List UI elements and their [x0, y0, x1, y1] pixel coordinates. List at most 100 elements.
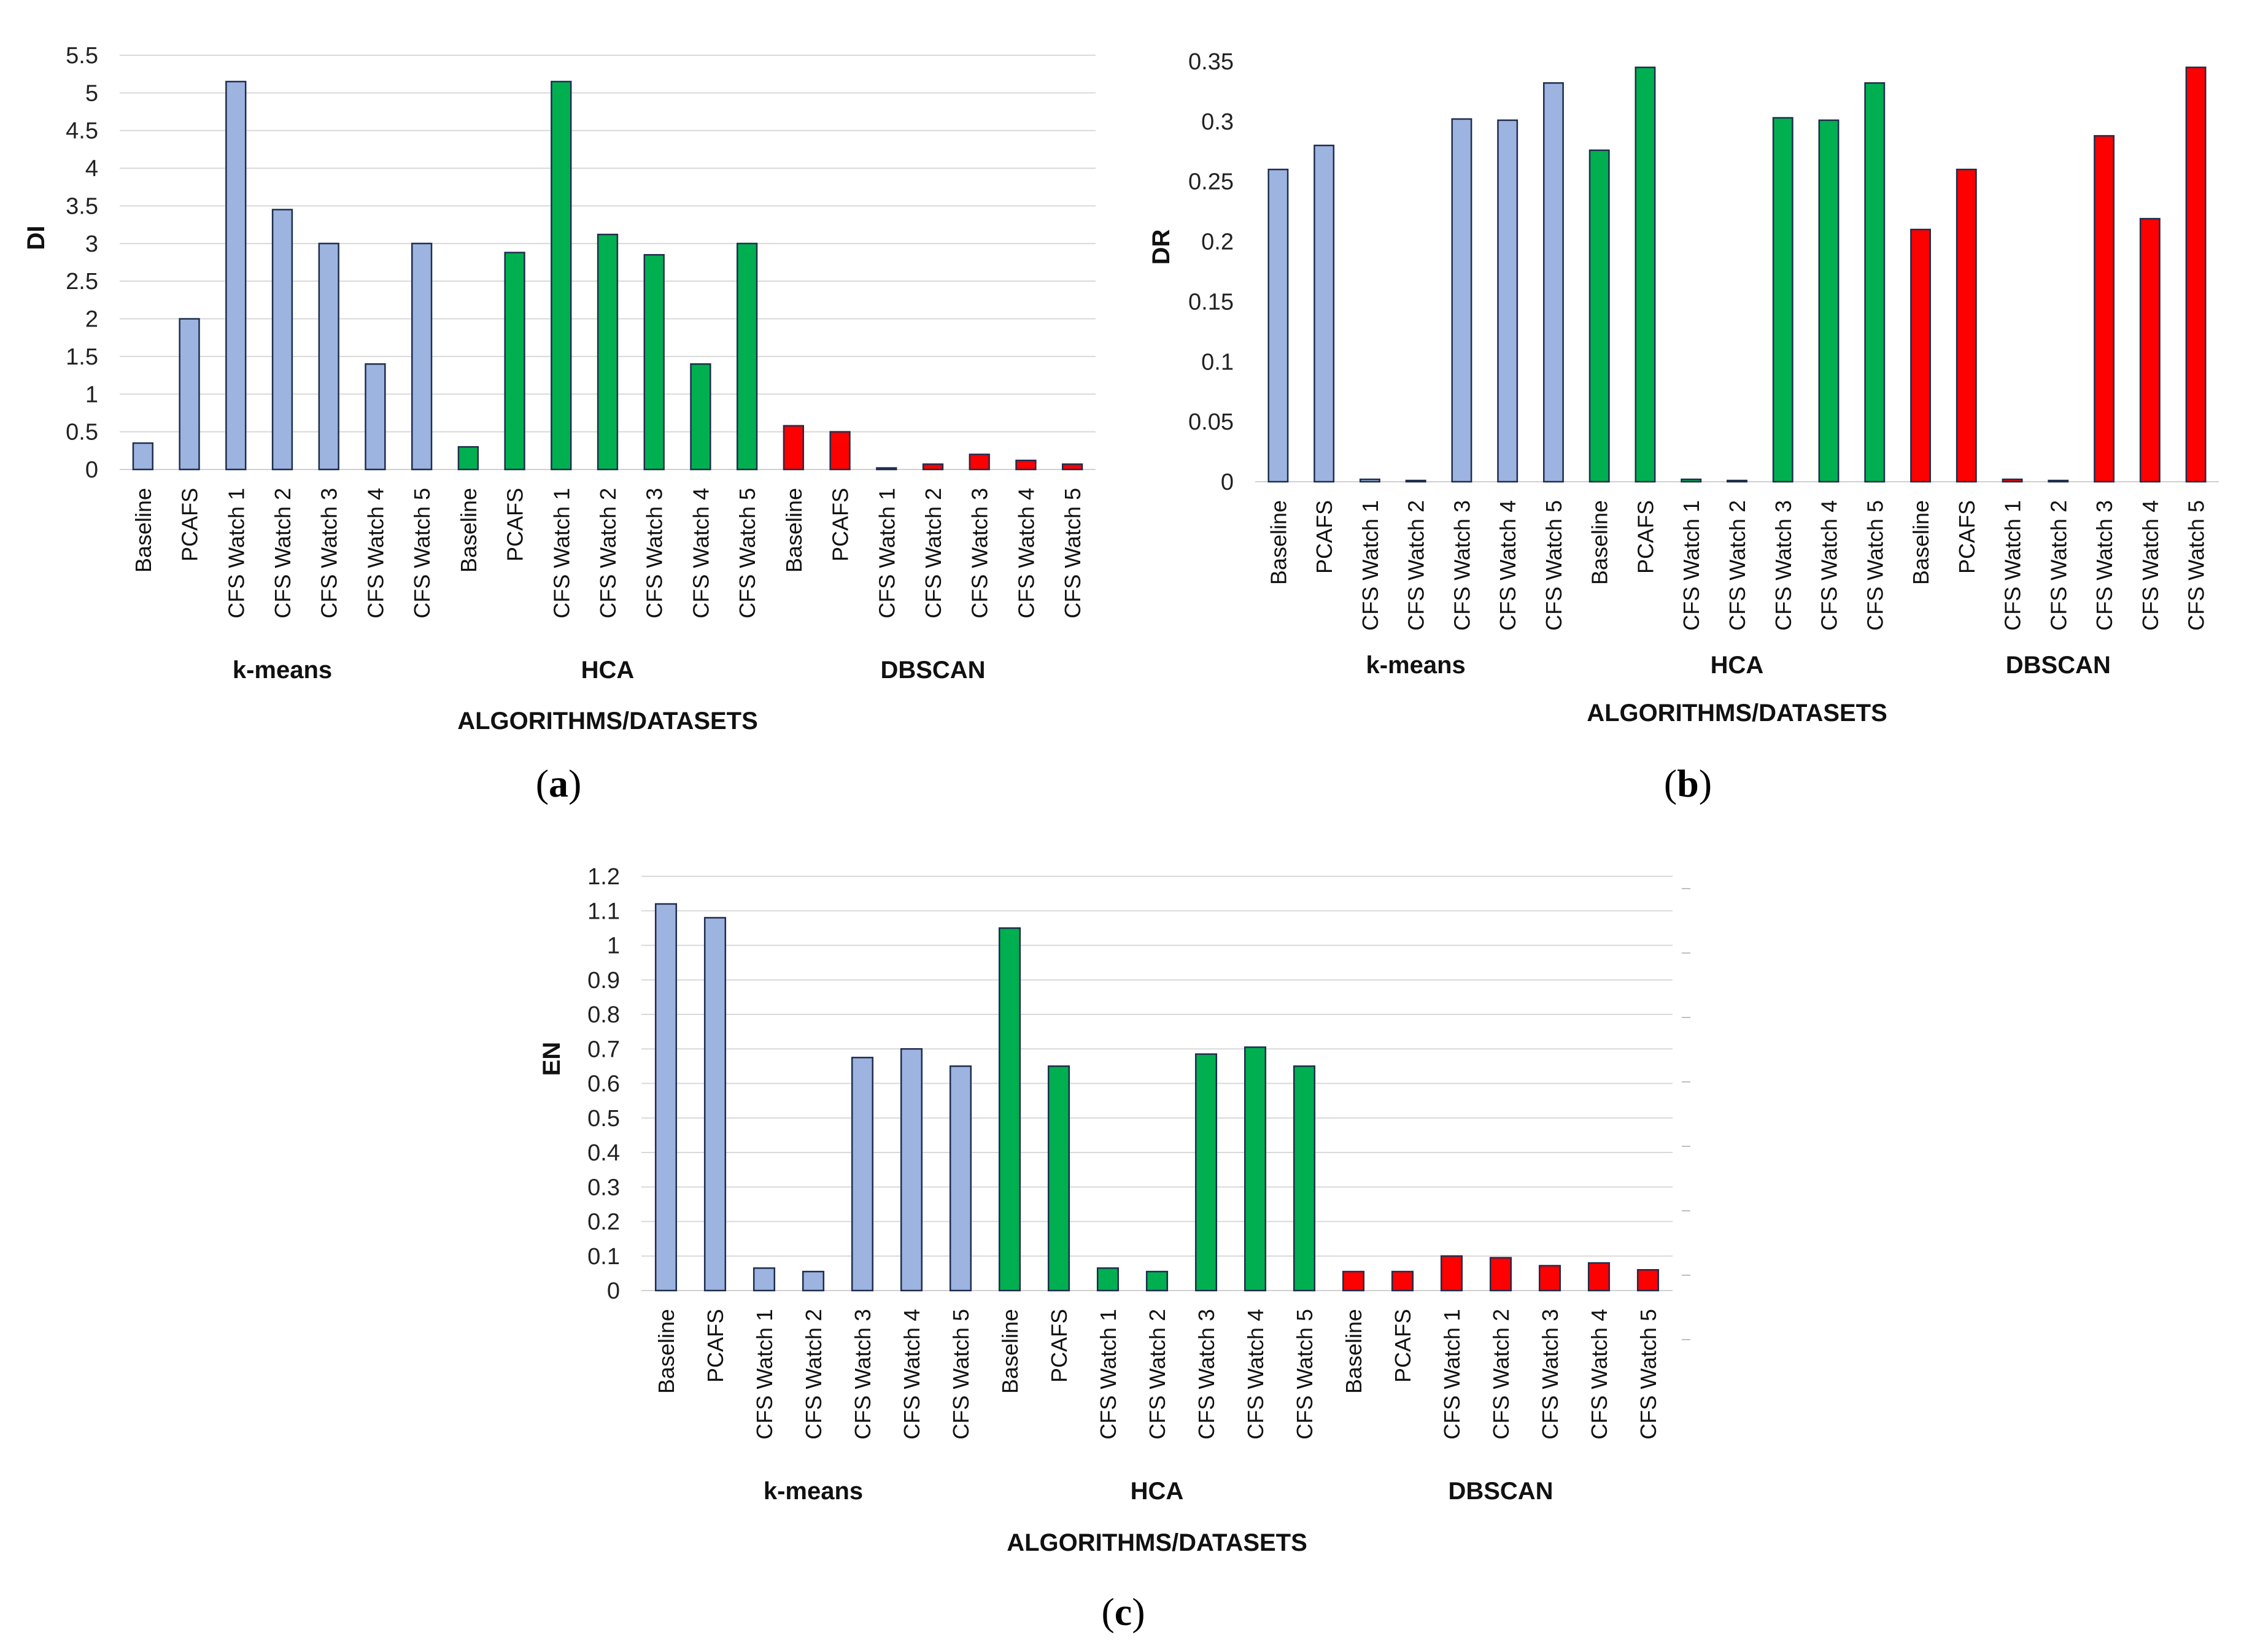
- bar: [1772, 117, 1793, 483]
- bar: [829, 431, 851, 471]
- caption-c-open: (: [1101, 1590, 1115, 1634]
- bar: [690, 363, 711, 471]
- x-tick-label: CFS Watch 5: [1636, 1309, 1661, 1440]
- caption-a-close: ): [568, 762, 582, 805]
- x-tick-label: PCAFS: [503, 488, 528, 562]
- x-tick-label: Baseline: [1908, 500, 1933, 585]
- y-tick-label: 0.7: [587, 1036, 620, 1062]
- x-tick-label: CFS Watch 5: [1060, 488, 1085, 619]
- bar: [1293, 1065, 1316, 1292]
- y-tick-label: 3: [85, 231, 98, 257]
- caption-a-open: (: [535, 762, 549, 805]
- bar: [1956, 168, 1977, 483]
- group-label: k-means: [764, 1478, 863, 1505]
- y-tick-label: 0.6: [587, 1071, 620, 1097]
- bar: [1451, 118, 1472, 483]
- caption-c-letter: c: [1114, 1590, 1132, 1634]
- caption-b-open: (: [1663, 762, 1677, 805]
- bar: [597, 233, 619, 471]
- group-label: HCA: [581, 657, 635, 684]
- bar: [1047, 1065, 1070, 1292]
- bar: [2002, 478, 2023, 483]
- x-tick-label: CFS Watch 5: [2184, 500, 2209, 631]
- x-tick-label: CFS Watch 2: [1488, 1309, 1514, 1440]
- y-tick-label: 0.2: [587, 1210, 620, 1235]
- x-tick-label: CFS Watch 3: [1194, 1309, 1219, 1440]
- y-axis-title: DI: [23, 226, 50, 250]
- x-tick-label: CFS Watch 1: [752, 1309, 777, 1440]
- y-tick-label: 0: [1221, 469, 1234, 495]
- bar: [2139, 218, 2161, 483]
- bar: [551, 80, 572, 471]
- x-tick-label: CFS Watch 2: [801, 1309, 826, 1440]
- x-tick-label: CFS Watch 2: [1145, 1309, 1170, 1440]
- x-tick-label: CFS Watch 4: [899, 1309, 924, 1440]
- bar: [643, 253, 665, 471]
- x-tick-label: CFS Watch 3: [1538, 1309, 1563, 1440]
- group-label: k-means: [1366, 652, 1466, 679]
- x-tick-label: CFS Watch 4: [363, 488, 388, 619]
- y-tick-label: 4: [85, 156, 98, 182]
- y-axis-title: EN: [538, 1042, 565, 1076]
- x-tick-label: CFS Watch 2: [595, 488, 621, 619]
- x-tick-label: CFS Watch 5: [735, 488, 760, 619]
- bar: [1096, 1267, 1120, 1292]
- caption-a: (a): [466, 761, 651, 806]
- bar: [1910, 228, 1931, 483]
- bar: [1359, 478, 1380, 483]
- chart-di: 0 0.5 1 1.5 2 2.5 3 3.5 4 4.5 5 5.5 Baseline PCAFS CFS…: [23, 43, 1096, 735]
- x-tick-label: Baseline: [997, 1309, 1023, 1394]
- x-tick-label: CFS Watch 3: [2092, 500, 2117, 631]
- x-axis-title: ALGORITHMS/DATASETS: [1587, 700, 1887, 727]
- bar: [1489, 1257, 1512, 1292]
- bar: [998, 927, 1021, 1292]
- y-tick-label: 0.5: [66, 420, 98, 446]
- y-tick-label: 0.05: [1188, 409, 1234, 435]
- bar: [504, 252, 525, 471]
- x-tick-label: CFS Watch 2: [1404, 500, 1429, 631]
- bar: [1145, 1270, 1169, 1292]
- x-tick-label: CFS Watch 3: [1771, 500, 1796, 631]
- y-tick-label: 1.5: [66, 344, 98, 370]
- bar: [783, 425, 805, 471]
- x-tick-label: CFS Watch 1: [1679, 500, 1704, 631]
- bar: [1636, 1269, 1660, 1292]
- x-tick-label: PCAFS: [1954, 500, 1979, 574]
- x-tick-label: PCAFS: [1390, 1309, 1415, 1383]
- bar: [1587, 1262, 1611, 1292]
- bar: [969, 454, 990, 471]
- x-tick-label: PCAFS: [828, 488, 853, 562]
- bar: [1440, 1255, 1463, 1292]
- y-tick-label: 0.3: [1201, 109, 1234, 135]
- y-tick-label: 0.35: [1188, 49, 1234, 75]
- x-tick-label: CFS Watch 1: [223, 488, 249, 619]
- x-tick-label: CFS Watch 1: [1439, 1309, 1464, 1440]
- y-tick-label: 3.5: [66, 193, 98, 219]
- y-tick-label: 2.5: [66, 269, 98, 295]
- x-tick-label: CFS Watch 5: [1292, 1309, 1317, 1440]
- bar: [225, 80, 247, 471]
- x-tick-label: PCAFS: [1633, 500, 1658, 574]
- bar: [179, 318, 200, 471]
- x-tick-label: CFS Watch 2: [921, 488, 946, 619]
- caption-b: (b): [1596, 761, 1780, 806]
- x-tick-label: CFS Watch 4: [2138, 500, 2163, 631]
- group-label: k-means: [233, 657, 332, 684]
- bar: [1497, 119, 1519, 483]
- y-tick-label: 5.5: [66, 43, 98, 69]
- caption-b-letter: b: [1677, 762, 1699, 805]
- caption-c: (c): [1031, 1589, 1215, 1635]
- y-tick-label: 1.1: [587, 898, 620, 924]
- x-tick-label: CFS Watch 1: [2000, 500, 2025, 631]
- bar: [1818, 119, 1840, 483]
- x-tick-label: CFS Watch 5: [948, 1309, 973, 1440]
- y-tick-label: 0: [607, 1278, 620, 1304]
- x-tick-label: Baseline: [654, 1309, 679, 1394]
- x-tick-label: CFS Watch 3: [317, 488, 342, 619]
- y-tick-label: 4.5: [66, 118, 98, 144]
- x-tick-label: CFS Watch 2: [270, 488, 295, 619]
- bar: [271, 209, 293, 471]
- bar: [1405, 479, 1426, 483]
